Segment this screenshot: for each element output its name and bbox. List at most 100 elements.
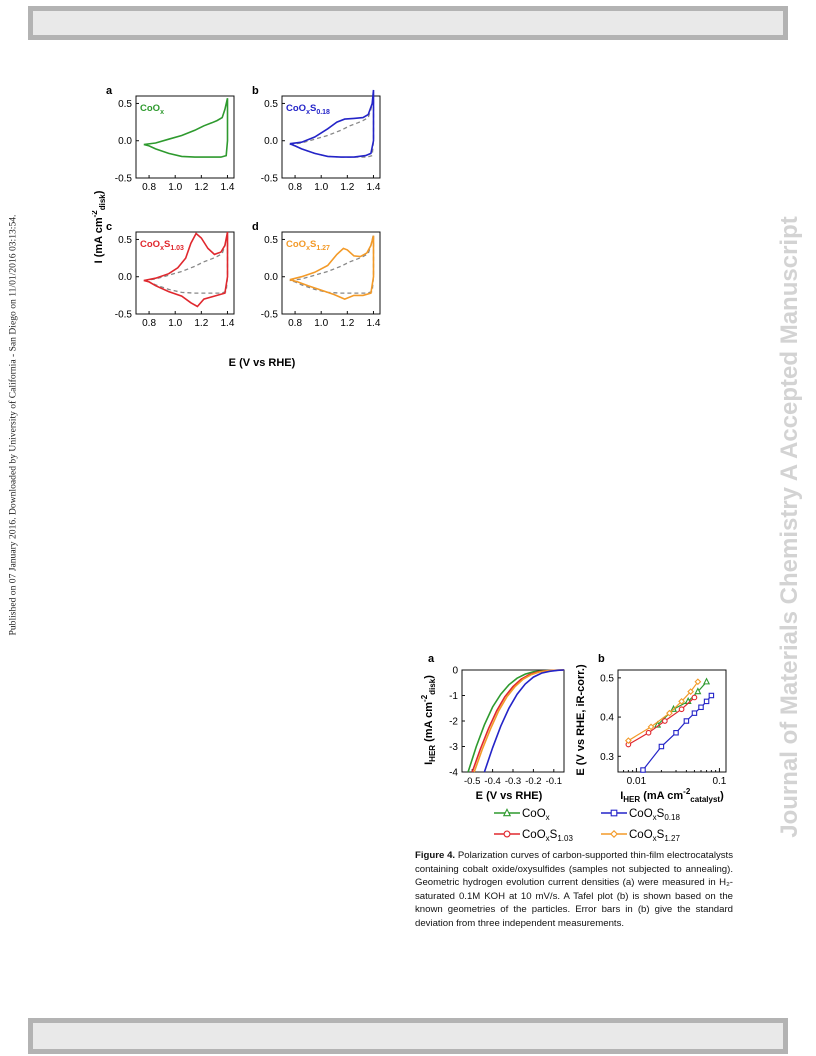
legend-label: CoOxS1.03 [522, 829, 573, 843]
cv-panel-letter: b [252, 85, 259, 97]
legend-sub2: 0.18 [664, 813, 680, 822]
her-curve [473, 669, 565, 773]
label-base: CoO [286, 239, 306, 250]
triangle-marker [703, 677, 711, 685]
square-marker [691, 710, 698, 716]
label-sub1: x [160, 245, 164, 252]
y-tick-label: 0.3 [600, 752, 614, 763]
legend-item: CoOxS1.27 [601, 829, 680, 843]
x-tick-label: 1.4 [367, 318, 381, 329]
legend-label: CoOx [522, 808, 550, 822]
fig4b-xlabel-sub2: catalyst [690, 795, 720, 804]
label-mid: S [310, 239, 316, 250]
legend-base: CoO [629, 829, 653, 841]
y-tick-label: -4 [449, 768, 458, 779]
watermark-text: Journal of Materials Chemistry A Accepte… [776, 216, 803, 838]
diamond-marker [678, 698, 685, 705]
x-tick-label: 0.8 [142, 182, 156, 193]
reference-cv-curve [143, 234, 229, 294]
circle-marker [678, 706, 685, 713]
y-tick-label: 0 [452, 666, 458, 677]
x-tick-label: 0.8 [142, 318, 156, 329]
square-marker [698, 704, 704, 711]
tafel-line [628, 681, 699, 742]
cv-plot-frame [135, 95, 235, 179]
label-sub1: x [306, 245, 310, 252]
figure-3-cv-panels: I (mA cm-2disk) E (V vs RHE) a -0.5 0.0 0.5… [92, 85, 381, 369]
y-tick-label: -3 [449, 742, 458, 753]
legend-sub1: x [653, 813, 657, 822]
x-tick-label: 1.4 [221, 318, 235, 329]
figure-4-caption: Figure 4. Polarization curves of carbon-… [415, 849, 733, 931]
sidebar-note-text: Published on 07 January 2016. Downloaded… [7, 214, 19, 636]
journal-watermark: Journal of Materials Chemistry A Accepte… [740, 140, 816, 920]
y-tick-label: -1 [449, 691, 458, 702]
diamond-marker [610, 830, 618, 838]
label-mid: S [164, 239, 170, 250]
fig4a-ylabel-rest: (mA cm [423, 702, 435, 745]
x-tick-label: 1.4 [367, 182, 381, 193]
legend-base: CoO [522, 829, 546, 841]
label-sub2: 1.03 [170, 245, 184, 252]
cv-panel-a: a -0.5 0.0 0.5 0.8 1.0 1.2 1.4 CoOx [106, 85, 235, 193]
y-tick-label: -0.5 [261, 174, 279, 185]
x-tick-label: 0.8 [288, 182, 302, 193]
caption-label: Figure 4. [415, 850, 456, 861]
x-tick-label: 1.2 [340, 318, 354, 329]
label-sub1: x [160, 109, 164, 116]
legend-sub1: x [546, 813, 550, 822]
cv-panel-letter: c [106, 221, 112, 233]
label-base: CoO [140, 103, 160, 114]
label-sub1: x [306, 109, 310, 116]
y-tick-label: 0.5 [264, 99, 278, 110]
cv-curve [143, 231, 229, 308]
legend-sub2: 1.27 [664, 834, 680, 843]
cv-series-label: CoOxS1.27 [286, 239, 330, 252]
legend-item: CoOxS1.03 [494, 829, 573, 843]
legend-base: CoO [629, 808, 653, 820]
reference-cv-curve [289, 98, 375, 158]
fig3-ylabel-sup: -2 [92, 210, 99, 218]
fig4a-ylabel-sub2: disk [428, 678, 437, 695]
cv-series-label: CoOxS0.18 [286, 103, 330, 116]
y-tick-label: 0.0 [264, 272, 278, 283]
cv-panel-c: c -0.5 0.0 0.5 0.8 1.0 1.2 1.4 CoOxS1.03 [106, 221, 235, 329]
label-base: CoO [140, 239, 160, 250]
legend-mid: S [550, 829, 558, 841]
x-tick-label: 0.01 [627, 776, 647, 787]
reference-cv-curve [289, 234, 375, 294]
cv-plot-frame [135, 231, 235, 315]
cv-panel-letter: d [252, 221, 259, 233]
legend-item: CoOxS0.18 [601, 808, 680, 822]
square-marker [683, 718, 690, 724]
triangle-marker [694, 687, 702, 695]
legend-mid: S [657, 829, 665, 841]
triangle-marker [502, 808, 512, 817]
cv-curve [289, 89, 375, 158]
diamond-marker [694, 678, 702, 686]
fig4b-xlabel-main: I [620, 790, 623, 802]
cv-panel-b: b -0.5 0.0 0.5 0.8 1.0 1.2 1.4 CoOxS0.18 [252, 85, 381, 193]
label-mid: S [310, 103, 316, 114]
fig3-ylabel-sub: disk [98, 194, 107, 211]
fig4a-panel-letter: a [428, 653, 435, 665]
y-tick-label: 0.5 [264, 235, 278, 246]
y-tick-label: -2 [449, 717, 458, 728]
x-tick-label: -0.4 [484, 776, 500, 787]
fig3-ylabel-main: I (mA cm [93, 217, 105, 263]
fig3-ylabel: I (mA cm-2disk) [92, 190, 107, 263]
fig4b-ylabel: E (V vs RHE, iR-corr.) [575, 664, 587, 776]
x-tick-label: 1.0 [314, 318, 328, 329]
legend-sub1: x [546, 834, 550, 843]
fig3-xlabel: E (V vs RHE) [229, 357, 296, 369]
fig4b-panel-letter: b [598, 653, 605, 665]
fig4b-xlabel: IHER (mA cm-2catalyst) [620, 787, 724, 804]
label-base: CoO [286, 103, 306, 114]
circle-marker [503, 830, 511, 838]
x-tick-label: -0.5 [464, 776, 480, 787]
legend-item: CoOx [494, 808, 550, 822]
x-tick-label: -0.2 [525, 776, 541, 787]
x-tick-label: 0.1 [712, 776, 726, 787]
cv-panel-d: d -0.5 0.0 0.5 0.8 1.0 1.2 1.4 CoOxS1.27 [252, 221, 381, 329]
square-marker [640, 767, 646, 773]
